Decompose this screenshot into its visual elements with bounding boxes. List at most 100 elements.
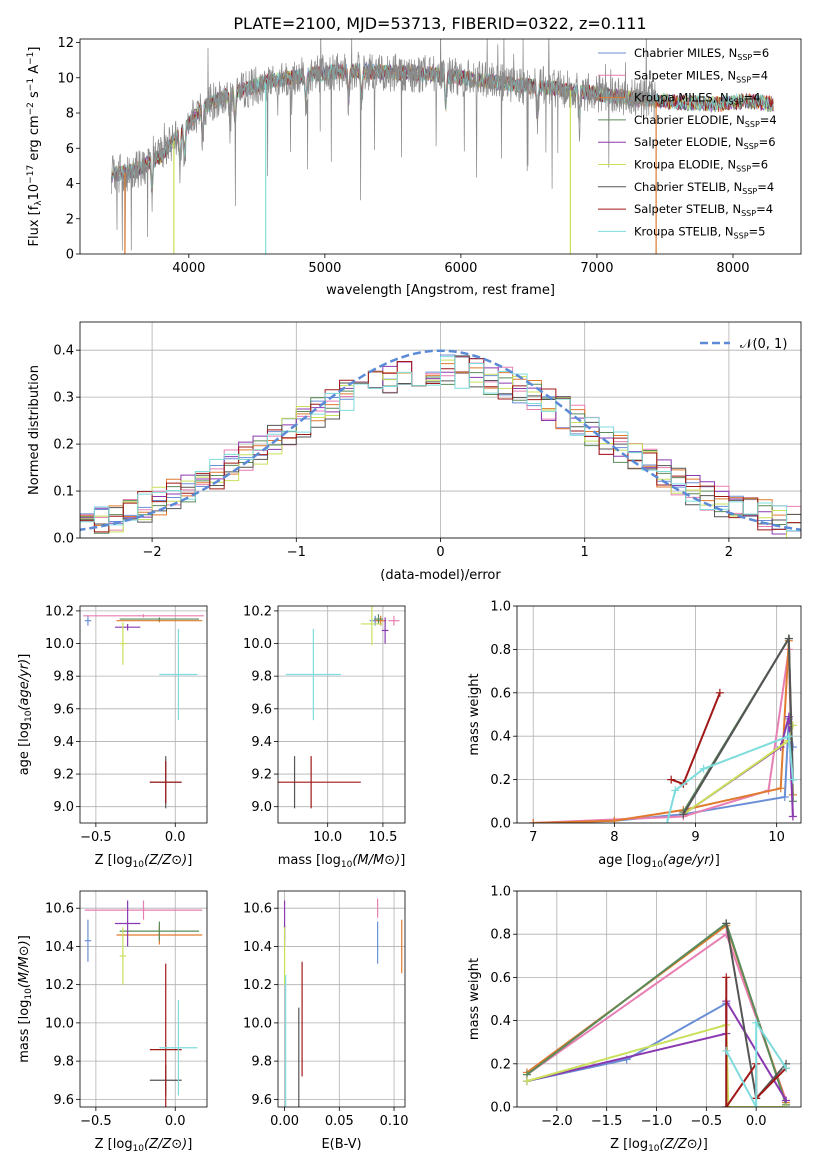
legend-label: Chabrier MILES, NSSP=6 (634, 46, 769, 62)
y-tick-label: 10.0 (243, 1016, 272, 1031)
x-tick-label: 8 (610, 830, 618, 845)
y-tick-label: 10.6 (243, 902, 272, 917)
weight-marker (752, 1018, 761, 1027)
y-tick-label: 1.0 (490, 600, 511, 615)
weight-marker (784, 634, 793, 643)
weight-marker (667, 775, 676, 784)
errorbar-point-chabrier_miles (84, 615, 92, 626)
x-tick-label: 6000 (444, 261, 477, 276)
y-axis-label: mass weight (467, 958, 482, 1040)
y-tick-label: 9.8 (251, 1055, 272, 1070)
y-tick-label: 0.2 (490, 773, 511, 788)
weight-marker (610, 816, 619, 823)
y-tick-label: 0.0 (490, 817, 511, 832)
mass_weight_vs_Z-axes: −2.0 −1.5 −1.0 −0.5 0.0 0.0 0.2 0.4 0.6 0.8 1.0 (490, 885, 801, 1129)
y-tick-label: 0.0 (53, 532, 74, 547)
y-tick-label: 10.4 (243, 940, 272, 955)
errorbar-point-kroupa_elodie (360, 606, 383, 646)
legend-label: Kroupa STELIB, NSSP=5 (634, 224, 765, 240)
errorbar-point-kroupa_stelib (285, 628, 341, 721)
y-tick-label: 9.6 (251, 1093, 272, 1108)
x-tick-label: 0.0 (165, 1114, 186, 1129)
spectrum-axes: 4000 5000 6000 7000 8000 0 2 4 6 8 10 12 (57, 36, 749, 276)
y-axis-label: Flux [fλ10−17 erg cm−2 s−1 A−1] (26, 47, 44, 247)
weight-marker (780, 792, 789, 801)
y-tick-label: 9.4 (251, 735, 272, 750)
legend-label: Salpeter STELIB, NSSP=4 (634, 202, 773, 218)
histogram-steps (80, 349, 801, 538)
x-tick-label: −1.0 (641, 1114, 673, 1129)
y-tick-label: 0.4 (490, 730, 511, 745)
x-tick-label: 0.10 (380, 1114, 409, 1129)
y-tick-label: 0.8 (490, 928, 511, 943)
weight-line-kroupa_stelib (725, 1019, 787, 1107)
weight-marker (788, 775, 797, 784)
y-tick-label: 10 (57, 71, 74, 86)
x-tick-label: −0.5 (80, 1114, 112, 1129)
x-tick-label: −2 (143, 545, 162, 560)
weight-line-chabrier_miles (533, 718, 794, 823)
errorbar-point-chabrier_elodie (119, 921, 200, 941)
weight-marker (722, 919, 731, 928)
y-axis-label: Normed distribution (27, 365, 42, 495)
errorbar-point-kroupa_elodie (119, 927, 127, 985)
y-tick-label: 10.0 (45, 1016, 74, 1031)
legend-label: Salpeter MILES, NSSP=4 (634, 68, 768, 84)
errorbar-point-salpeter_stelib (149, 761, 182, 804)
y-tick-label: 9.6 (53, 1093, 74, 1108)
errorbar-point-chabrier_elodie (119, 617, 200, 621)
errorbar-point-kroupa_stelib (159, 628, 198, 721)
axes-frame (277, 605, 406, 824)
mass_vs_Z-axes: −0.5 0.0 9.6 9.8 10.0 10.2 10.4 10.6 (45, 891, 207, 1129)
y-tick-label: 10.4 (45, 940, 74, 955)
y-axis-label: age [log10(age/yr)] (17, 654, 34, 776)
weight-marker (788, 721, 797, 730)
x-tick-label: 0.05 (325, 1114, 354, 1129)
y-tick-label: 9.6 (251, 702, 272, 717)
x-axis-label: Z [log10(Z/Z⊙)] (610, 1137, 708, 1154)
x-tick-label: −0.5 (691, 1114, 723, 1129)
weight-marker (715, 688, 724, 697)
figure-title: PLATE=2100, MJD=53713, FIBERID=0322, z=0… (233, 14, 646, 33)
y-tick-label: 10.0 (243, 637, 272, 652)
mass_weight_vs_age-lines (529, 634, 797, 823)
y-tick-label: 10.6 (45, 902, 74, 917)
x-tick-label: 0.0 (746, 1114, 767, 1129)
y-tick-label: 0.2 (53, 438, 74, 453)
weight-marker (752, 1103, 761, 1107)
axes-frame (516, 605, 802, 824)
y-tick-label: 10.2 (45, 978, 74, 993)
mass_weight_vs_Z-lines (522, 919, 791, 1107)
x-tick-label: 7 (529, 830, 537, 845)
y-tick-label: 0 (66, 248, 74, 263)
x-tick-label: 4000 (172, 261, 205, 276)
weight-marker (782, 1103, 791, 1107)
legend-label: Chabrier STELIB, NSSP=4 (634, 180, 774, 196)
y-axis-label: mass [log10(M/M⊙)] (17, 935, 34, 1063)
x-axis-label: mass [log10(M/M⊙)] (278, 853, 406, 870)
weight-marker (788, 812, 797, 821)
y-tick-label: 10.2 (243, 978, 272, 993)
y-tick-label: 9.8 (53, 670, 74, 685)
spectrum-lines (110, 39, 774, 254)
weight-marker (722, 1103, 731, 1107)
errorbar-point-salpeter_miles (84, 900, 203, 920)
errorbar-point-salpeter_elodie (381, 617, 389, 644)
errorbar-point-salpeter_miles (388, 615, 400, 626)
x-axis-label: (data-model)/error (380, 568, 501, 583)
x-tick-label: 1 (581, 545, 589, 560)
x-axis-label: Z [log10(Z/Z⊙)] (95, 853, 193, 870)
errorbar-point-kroupa_stelib (159, 999, 198, 1096)
x-tick-label: 9 (691, 830, 699, 845)
legend-label: 𝒩(0, 1) (740, 337, 787, 352)
x-tick-label: 0.0 (165, 830, 186, 845)
residual_hist-axes: −2 −1 0 1 2 0.0 0.1 0.2 0.3 0.4 (53, 322, 801, 560)
axes-frame (79, 890, 208, 1108)
y-tick-label: 8 (66, 107, 74, 122)
age_vs_mass-errorbars (278, 606, 400, 809)
y-tick-label: 9.2 (251, 768, 272, 783)
x-tick-label: 0.00 (270, 1114, 299, 1129)
y-tick-label: 9.0 (251, 800, 272, 815)
errorbar-point-salpeter_stelib (149, 963, 182, 1107)
